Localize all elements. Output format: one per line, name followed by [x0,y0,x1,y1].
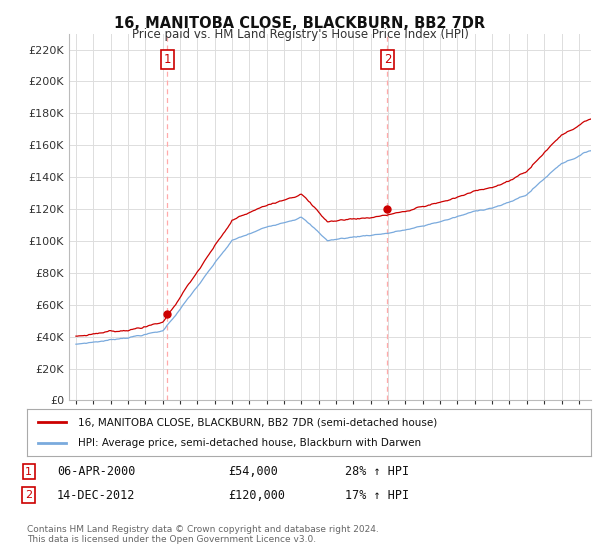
Text: 06-APR-2000: 06-APR-2000 [57,465,136,478]
Text: £120,000: £120,000 [228,488,285,502]
Text: 14-DEC-2012: 14-DEC-2012 [57,488,136,502]
Text: 17% ↑ HPI: 17% ↑ HPI [345,488,409,502]
Text: 28% ↑ HPI: 28% ↑ HPI [345,465,409,478]
Text: £54,000: £54,000 [228,465,278,478]
Text: 2: 2 [25,490,32,500]
Text: 1: 1 [25,466,32,477]
Text: 16, MANITOBA CLOSE, BLACKBURN, BB2 7DR (semi-detached house): 16, MANITOBA CLOSE, BLACKBURN, BB2 7DR (… [78,417,437,427]
Text: HPI: Average price, semi-detached house, Blackburn with Darwen: HPI: Average price, semi-detached house,… [78,438,421,448]
Text: 2: 2 [383,53,391,66]
Text: Price paid vs. HM Land Registry's House Price Index (HPI): Price paid vs. HM Land Registry's House … [131,28,469,41]
Text: 1: 1 [164,53,171,66]
Text: Contains HM Land Registry data © Crown copyright and database right 2024.
This d: Contains HM Land Registry data © Crown c… [27,525,379,544]
Text: 16, MANITOBA CLOSE, BLACKBURN, BB2 7DR: 16, MANITOBA CLOSE, BLACKBURN, BB2 7DR [115,16,485,31]
